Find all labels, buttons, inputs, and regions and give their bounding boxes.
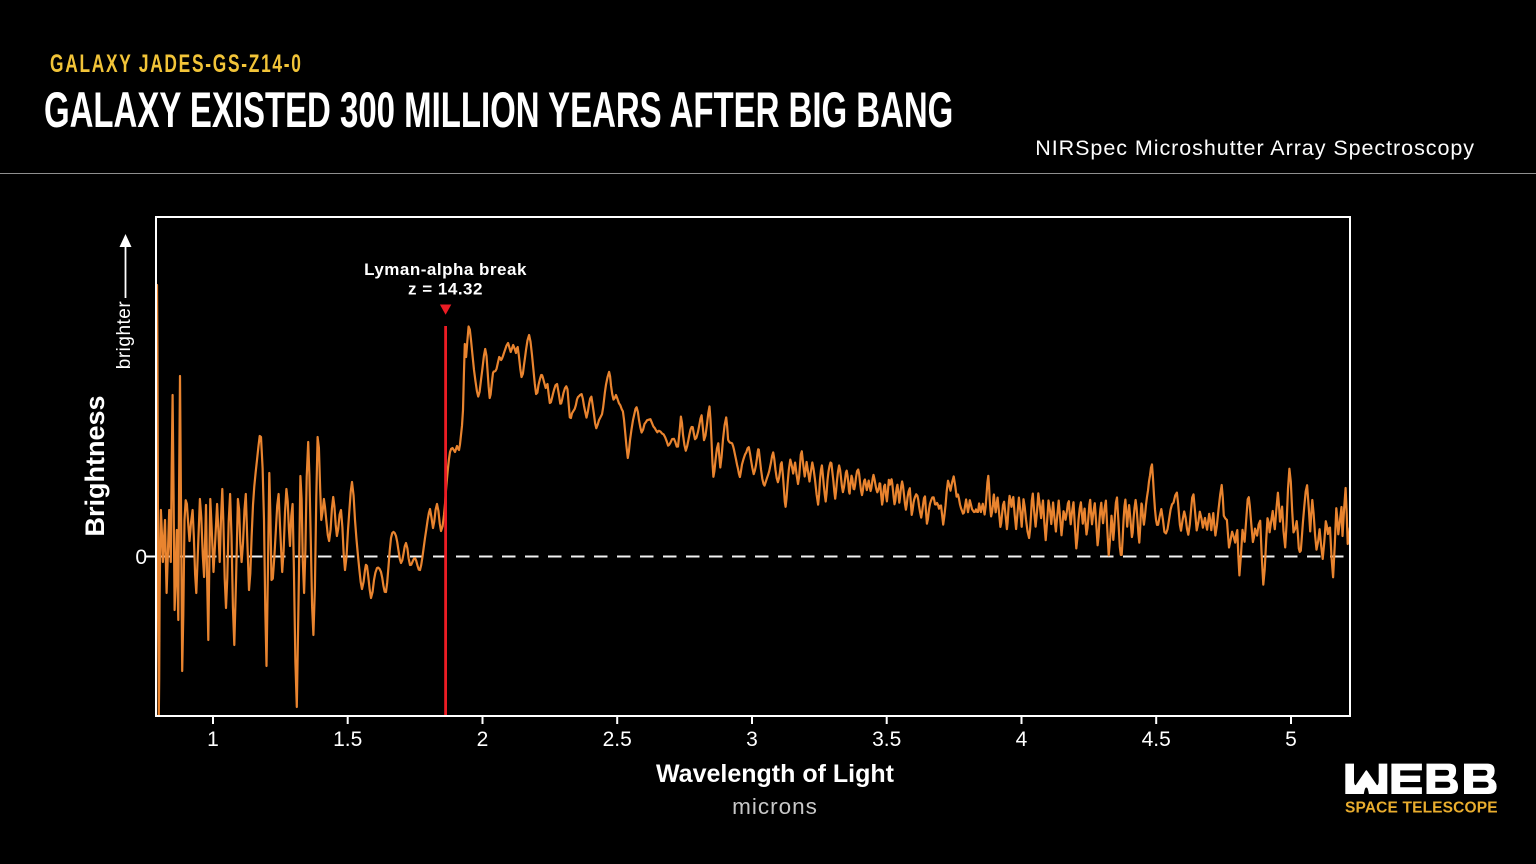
svg-text:4.5: 4.5	[1142, 728, 1171, 751]
svg-text:Wavelength of Light: Wavelength of Light	[656, 760, 895, 788]
svg-text:Brightness: Brightness	[80, 395, 110, 536]
svg-text:4: 4	[1016, 728, 1028, 751]
svg-text:z = 14.32: z = 14.32	[408, 280, 483, 299]
svg-text:1.5: 1.5	[333, 728, 362, 751]
svg-text:5: 5	[1285, 728, 1297, 751]
svg-text:brighter: brighter	[114, 301, 135, 370]
svg-text:Lyman-alpha break: Lyman-alpha break	[364, 260, 527, 279]
svg-text:0: 0	[135, 546, 147, 569]
svg-text:3.5: 3.5	[872, 728, 901, 751]
svg-text:microns: microns	[732, 794, 818, 819]
svg-text:2.5: 2.5	[603, 728, 632, 751]
svg-text:1: 1	[207, 728, 219, 751]
svg-text:2: 2	[477, 728, 489, 751]
svg-text:SPACE TELESCOPE: SPACE TELESCOPE	[1345, 800, 1498, 817]
svg-text:3: 3	[746, 728, 758, 751]
